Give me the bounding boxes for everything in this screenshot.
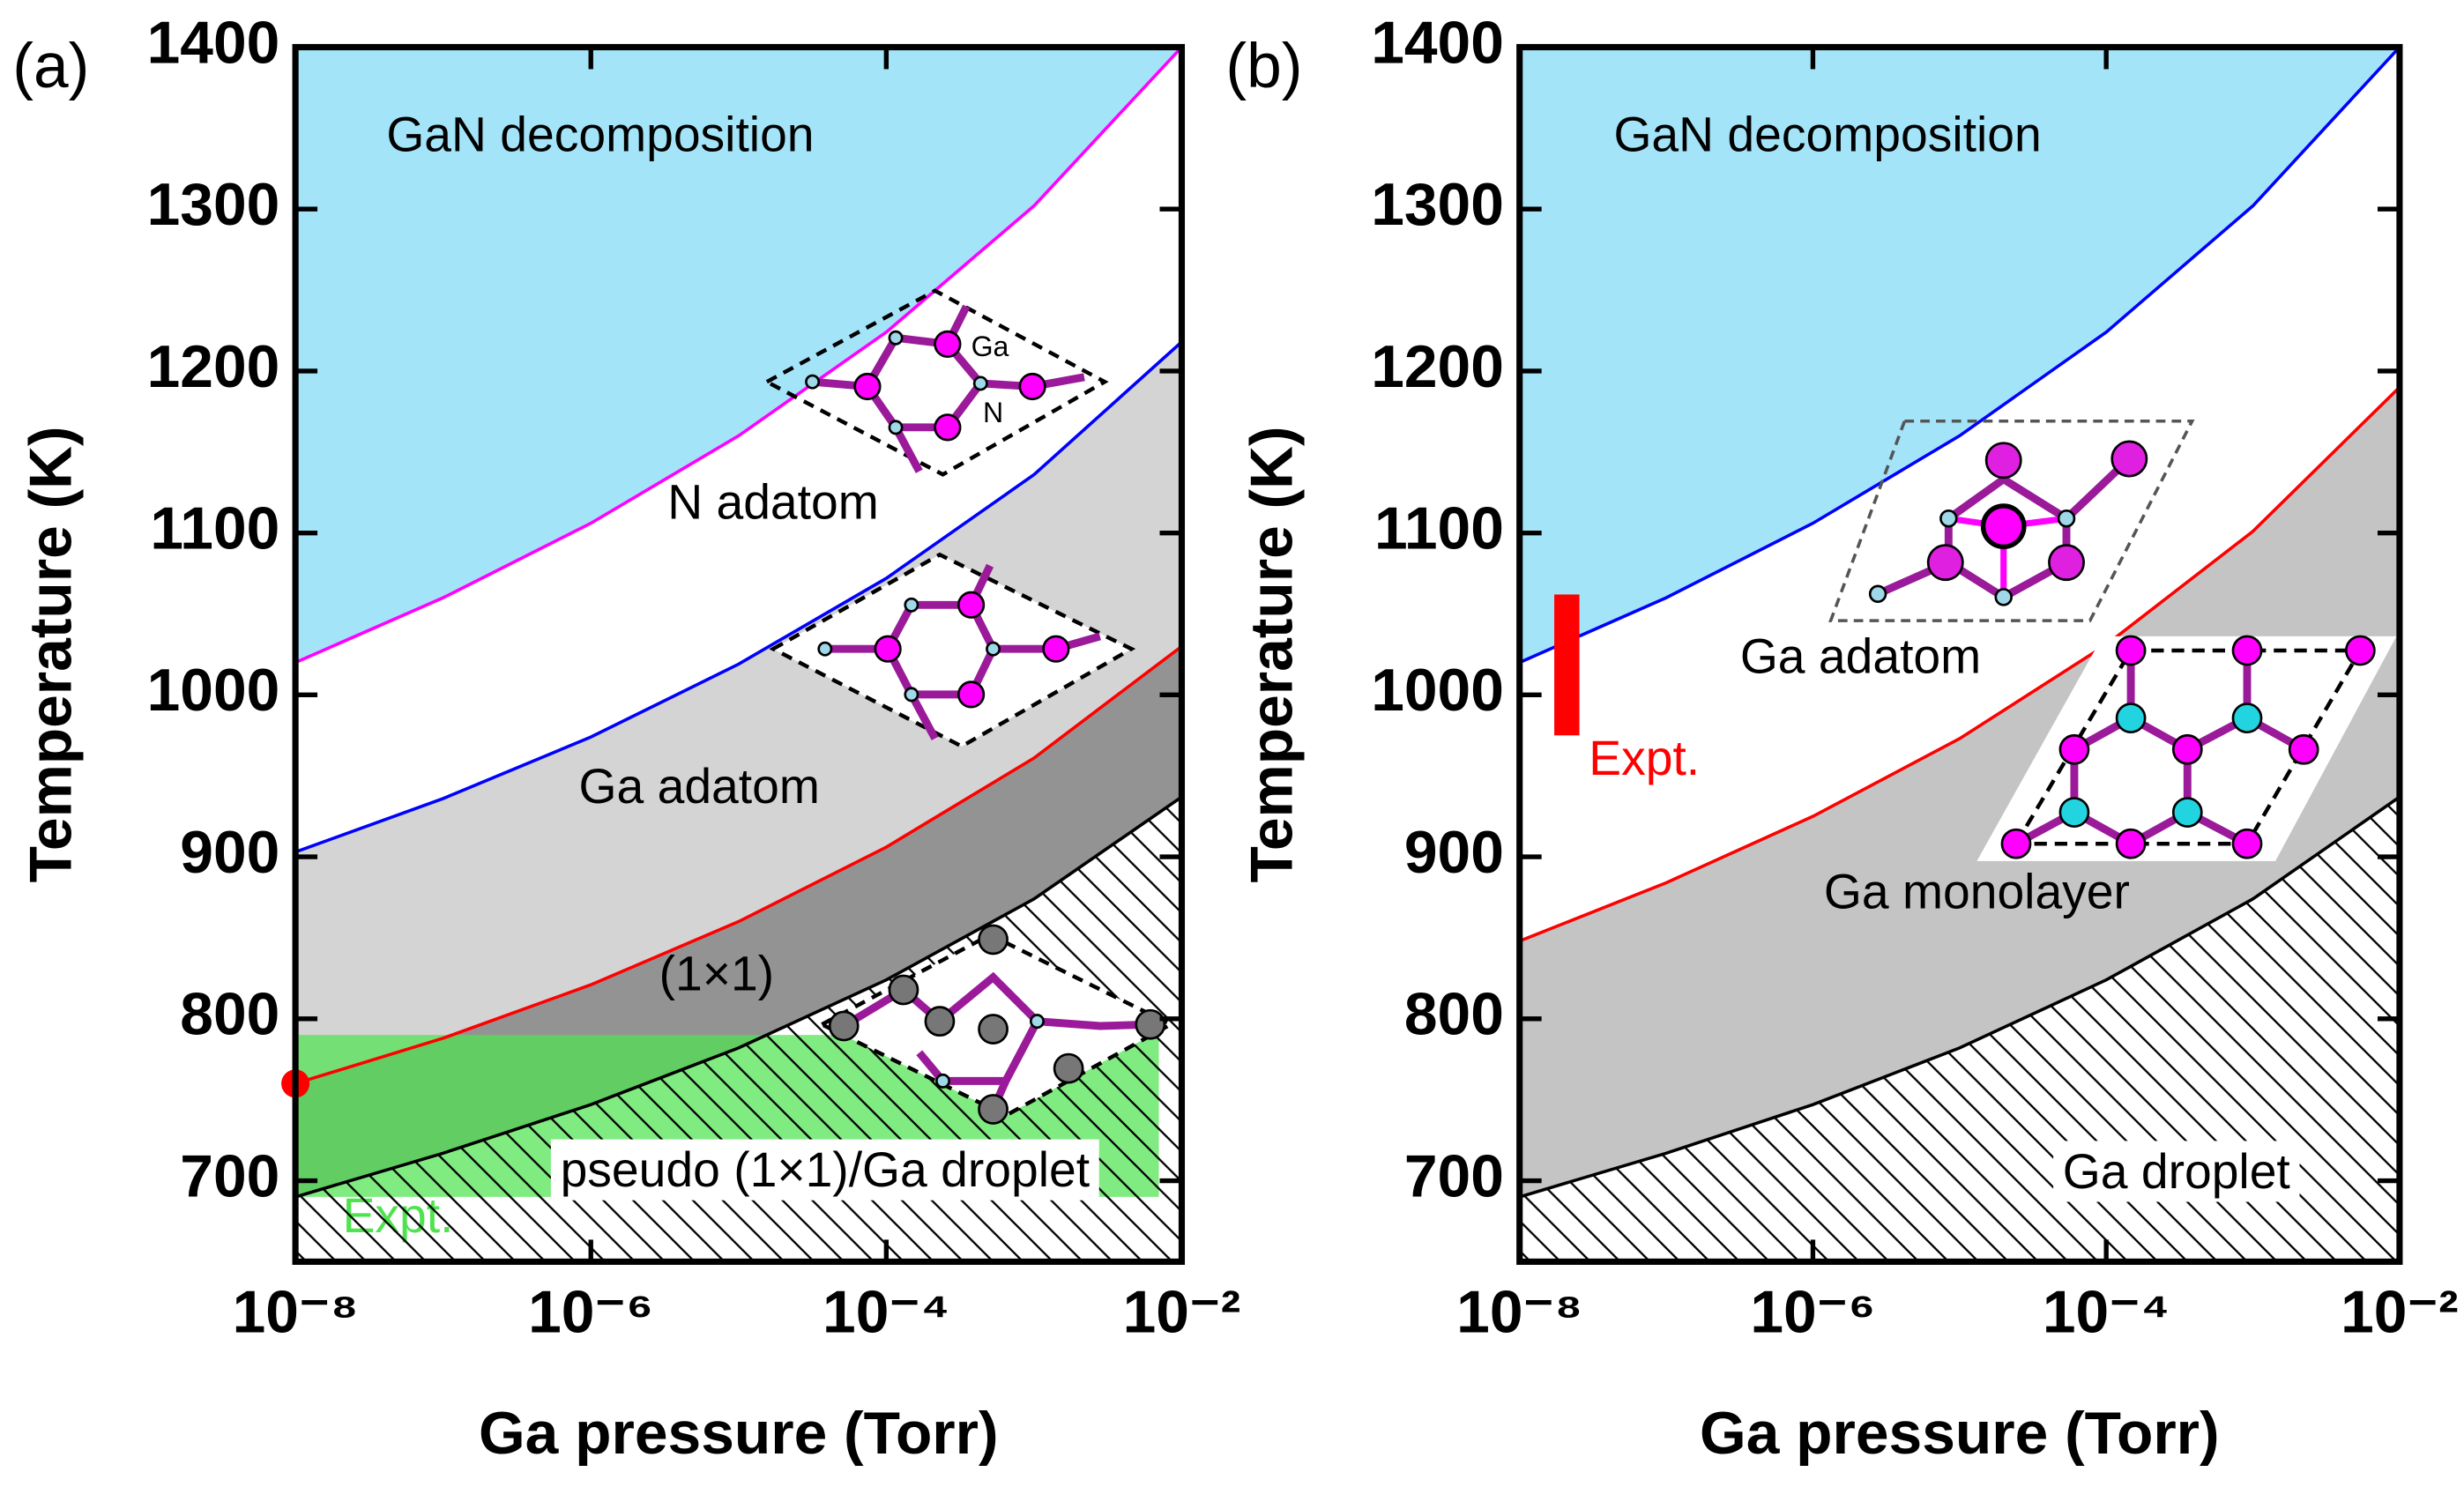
- inset-ga-adatom: [769, 552, 1136, 749]
- y-tick-label: 800: [1404, 982, 1504, 1048]
- y-tick-label: 1100: [150, 496, 279, 562]
- y-tick-label: 1000: [147, 658, 280, 724]
- label-background: [550, 1139, 1099, 1201]
- y-axis-label: Temperature (K): [18, 426, 84, 882]
- region: [1519, 47, 2400, 663]
- x-tick-label: 10⁻⁴: [2043, 1280, 2170, 1346]
- boundary-line: [295, 644, 1182, 1085]
- y-tick-label: 1400: [1371, 10, 1504, 76]
- y-tick-label: 700: [1404, 1143, 1504, 1209]
- boundary-line: [1519, 386, 2400, 943]
- inset-1x1: [817, 924, 1175, 1125]
- y-tick-label: 1100: [1374, 496, 1504, 562]
- label-background: [2053, 1141, 2300, 1202]
- boundary-line: [295, 340, 1182, 854]
- region-label: GaN decomposition: [1613, 107, 2041, 161]
- structure-insets: [763, 288, 2397, 1125]
- expt-label: Expt.: [1589, 731, 1700, 785]
- region-label: N adatom: [667, 475, 879, 530]
- y-axis-label: Temperature (K): [1239, 426, 1305, 882]
- x-tick-label: 10⁻²: [2341, 1280, 2459, 1346]
- x-tick-label: 10⁻⁶: [1750, 1280, 1875, 1346]
- y-tick-label: 900: [180, 820, 279, 886]
- inset-b-ga-adatom: [1828, 419, 2195, 622]
- x-axis-label: Ga pressure (Torr): [479, 1401, 999, 1467]
- inset-label: N: [983, 397, 1003, 428]
- annotations: 700 800 900 1000 1100 1200 1300 1400 10⁻⁸ 10⁻⁶ 10⁻…: [12, 10, 2458, 1467]
- region-label: (1×1): [659, 946, 775, 1000]
- region-label: Ga adatom: [1740, 628, 1981, 683]
- y-tick-label: 1200: [1371, 334, 1504, 400]
- y-tick-label: 1400: [147, 10, 280, 76]
- region-label: Ga droplet: [2063, 1144, 2290, 1199]
- plot-frame: [292, 43, 1186, 1265]
- boundary-line: [1519, 795, 2400, 1199]
- plot-frame: [1516, 43, 2403, 1265]
- inset-label: Ga: [971, 331, 1009, 362]
- boundary-line: [295, 795, 1182, 1199]
- x-tick-label: 10⁻²: [1123, 1280, 1241, 1346]
- region-label: Ga monolayer: [1824, 865, 2130, 919]
- expt-bar: [1554, 594, 1580, 736]
- x-tick-label: 10⁻⁶: [528, 1280, 653, 1346]
- region: [295, 47, 1182, 663]
- y-tick-label: 700: [180, 1143, 279, 1209]
- panel-label: (b): [1225, 31, 1302, 101]
- region: [295, 47, 1182, 852]
- inset-n-adatom: [763, 288, 1109, 477]
- panel-b: GaN decomposition Ga adatom Ga monolayer Ga…: [1519, 47, 2400, 1262]
- y-tick-label: 1200: [147, 334, 280, 400]
- inset-b-monolayer: [1976, 635, 2397, 861]
- region-label: Ga adatom: [579, 759, 820, 814]
- region-label: GaN decomposition: [386, 107, 814, 161]
- y-tick-label: 900: [1404, 820, 1504, 886]
- y-tick-label: 1000: [1371, 658, 1504, 724]
- x-tick-label: 10⁻⁴: [823, 1280, 950, 1346]
- y-tick-label: 1300: [1371, 172, 1504, 238]
- panel-label: (a): [12, 31, 89, 101]
- x-tick-label: 10⁻⁸: [233, 1280, 359, 1346]
- x-axis-label: Ga pressure (Torr): [1700, 1401, 2220, 1467]
- y-tick-label: 1300: [147, 172, 280, 238]
- y-tick-label: 800: [180, 982, 279, 1048]
- x-tick-label: 10⁻⁸: [1456, 1280, 1582, 1346]
- region-label: pseudo (1×1)/Ga droplet: [561, 1142, 1090, 1197]
- boundary-line: [1519, 47, 2400, 665]
- boundary-line: [295, 47, 1182, 665]
